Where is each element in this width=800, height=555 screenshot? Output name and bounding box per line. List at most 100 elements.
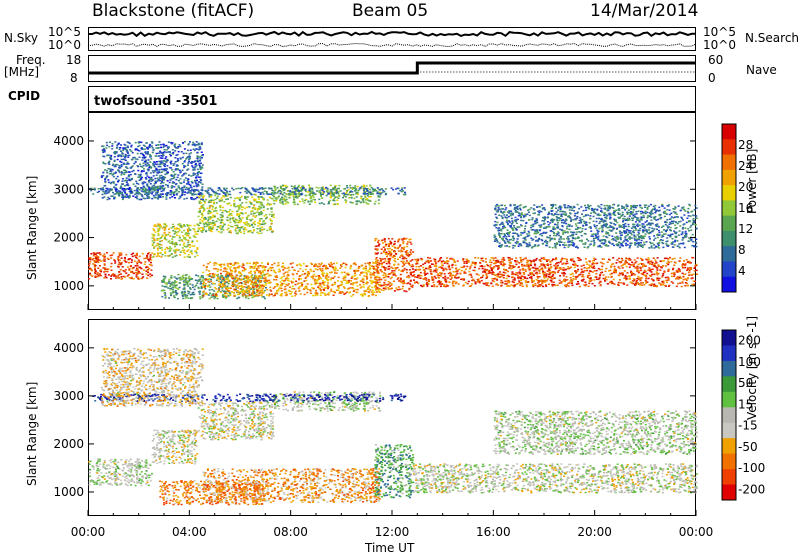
data-cell-power-7 [566,261,568,263]
data-cell-power-1 [172,230,174,232]
data-cell-power-7 [522,259,524,261]
data-cell-power-5 [357,289,359,291]
data-cell-power-6 [399,257,401,259]
data-cell-power-7 [465,272,467,274]
data-cell-power-2 [232,211,234,213]
data-cell-power-5 [319,268,321,270]
data-cell-power-7 [544,272,546,274]
data-cell-power-6 [404,268,406,270]
data-cell-power-7 [662,275,664,277]
data-cell-power-5 [207,281,209,283]
data-cell-power-7 [565,286,567,288]
data-cell-power-5 [287,278,289,280]
data-cell-power-2 [222,222,224,224]
data-cell-power-1 [168,241,170,243]
data-cell-power-7 [520,280,522,282]
data-cell-power-2 [207,211,209,213]
data-cell-power-7 [653,265,655,267]
data-cell-power-5 [318,275,320,277]
data-cell-power-2 [205,231,207,233]
data-cell-power-6 [376,257,378,259]
data-cell-power-7 [633,274,635,276]
data-cell-power-5 [213,268,215,270]
data-cell-power-7 [546,280,548,282]
data-cell-power-6 [380,279,382,281]
data-cell-power-2 [213,202,215,204]
data-cell-power-7 [530,265,532,267]
data-cell-power-2 [263,221,265,223]
data-cell-power-5 [314,279,316,281]
data-cell-power-2 [270,208,272,210]
data-cell-power-6 [400,251,402,253]
data-cell-power-7 [594,285,596,287]
data-cell-power-7 [506,278,508,280]
data-cell-power-5 [334,266,336,268]
data-cell-power-3 [365,202,367,204]
data-cell-power-5 [269,287,271,289]
data-cell-power-5 [370,272,372,274]
data-cell-power-6 [391,283,393,285]
data-cell-power-7 [667,259,669,261]
data-cell-power-5 [258,288,260,290]
data-cell-power-5 [259,280,261,282]
data-cell-power-7 [566,259,568,261]
data-cell-power-5 [317,283,319,285]
data-cell-power-0 [110,266,112,268]
data-cell-power-3 [300,187,302,189]
data-cell-power-5 [290,263,292,265]
data-cell-power-6 [390,254,392,256]
data-cell-power-7 [640,270,642,272]
data-cell-power-8 [186,187,188,189]
data-cell-power-1 [164,238,166,240]
data-cell-power-5 [245,284,247,286]
data-cell-power-4 [217,298,219,300]
data-cell-power-5 [320,278,322,280]
data-cell-power-2 [255,199,257,201]
data-cell-power-7 [558,270,560,272]
data-cell-power-2 [234,203,236,205]
data-cell-power-6 [389,248,391,250]
data-cell-power-7 [454,277,456,279]
data-cell-power-3 [294,202,296,204]
data-cell-power-2 [221,220,223,222]
data-cell-power-7 [520,257,522,259]
data-cell-power-6 [383,290,385,292]
data-cell-power-7 [487,265,489,267]
data-cell-power-7 [466,261,468,263]
data-cell-power-4 [253,288,255,290]
data-cell-power-1 [164,255,166,257]
data-cell-power-8 [149,191,151,193]
data-cell-power-5 [237,294,239,296]
data-cell-power-1 [194,237,196,239]
data-cell-power-1 [196,252,198,254]
data-cell-power-6 [379,285,381,287]
data-cell-power-0 [113,259,115,261]
data-cell-power-8 [322,194,324,196]
data-cell-power-8 [381,192,383,194]
data-cell-power-6 [392,268,394,270]
data-cell-power-1 [179,254,181,256]
data-cell-power-3 [338,185,340,187]
data-cell-power-5 [303,280,305,282]
data-cell-power-2 [235,227,237,229]
data-cell-power-5 [259,275,261,277]
data-cell-power-5 [236,274,238,276]
data-cell-power-8 [118,190,120,192]
data-cell-power-1 [163,232,165,234]
data-cell-power-7 [525,282,527,284]
data-cell-power-4 [161,280,163,282]
data-cell-power-7 [557,268,559,270]
data-cell-power-5 [316,294,318,296]
data-cell-power-7 [544,259,546,261]
data-cell-power-2 [220,209,222,211]
data-cell-power-8 [265,188,267,190]
data-cell-power-6 [393,260,395,262]
data-cell-power-2 [225,195,227,197]
data-cell-power-8 [266,193,268,195]
data-cell-power-6 [412,251,414,253]
data-cell-power-3 [298,186,300,188]
data-cell-power-2 [253,222,255,224]
data-cell-power-5 [206,269,208,271]
data-cell-power-0 [98,275,100,277]
data-cell-power-2 [263,210,265,212]
